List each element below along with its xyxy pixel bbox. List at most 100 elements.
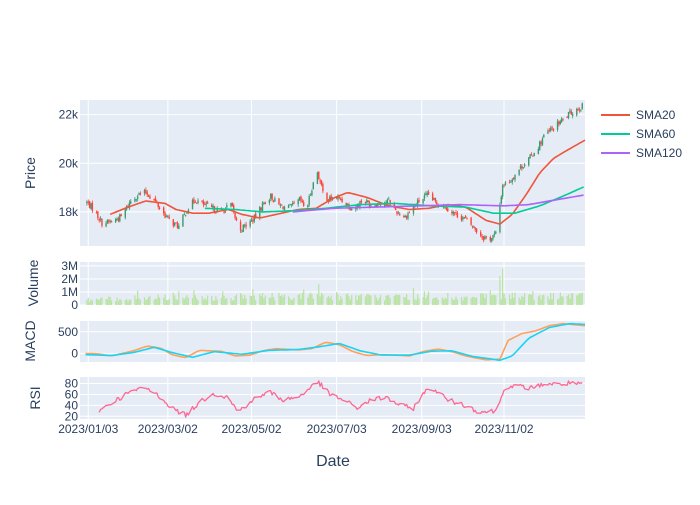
- candle: [322, 182, 324, 194]
- y-label-volume: Volume: [25, 259, 41, 306]
- volume-bar: [529, 293, 531, 305]
- volume-bar: [260, 296, 262, 305]
- volume-bar: [202, 299, 205, 305]
- volume-bar: [271, 292, 273, 305]
- volume-bar: [370, 295, 372, 305]
- candle: [168, 214, 170, 220]
- legend-item-sma60[interactable]: SMA60: [601, 127, 676, 141]
- volume-bar: [307, 297, 309, 305]
- volume-bar: [336, 291, 338, 305]
- candle: [475, 228, 478, 235]
- volume-bar: [351, 295, 353, 305]
- volume-bar: [384, 300, 386, 305]
- volume-bar: [278, 292, 280, 305]
- candle: [405, 215, 408, 220]
- volume-bar: [312, 298, 314, 305]
- candle: [433, 197, 435, 201]
- candle: [577, 107, 579, 111]
- legend-item-sma120[interactable]: SMA120: [601, 146, 682, 160]
- volume-bar: [318, 284, 320, 305]
- volume-bar: [213, 300, 216, 305]
- candle: [514, 174, 516, 183]
- volume-bar: [337, 293, 339, 305]
- volume-bar: [389, 298, 391, 305]
- candle: [309, 193, 312, 196]
- candle: [109, 219, 111, 224]
- candle: [135, 198, 137, 202]
- candle: [202, 199, 205, 208]
- candle: [503, 184, 505, 188]
- volume-bar: [514, 292, 516, 305]
- volume-bar: [182, 297, 184, 305]
- candle: [243, 223, 246, 228]
- candle: [464, 215, 467, 219]
- legend-item-sma20[interactable]: SMA20: [601, 108, 676, 122]
- legend[interactable]: SMA20 SMA60 SMA120: [601, 108, 682, 160]
- volume-bar: [264, 295, 266, 305]
- volume-bar: [97, 299, 99, 305]
- candle: [172, 219, 175, 228]
- volume-bar: [436, 297, 438, 305]
- candle: [206, 200, 209, 204]
- volume-bar: [567, 294, 570, 305]
- volume-bar: [406, 293, 408, 305]
- candle: [261, 201, 264, 213]
- volume-bar: [418, 298, 420, 305]
- volume-bar: [539, 294, 541, 305]
- volume-bar: [425, 298, 427, 305]
- volume-bar: [233, 300, 235, 305]
- candle: [268, 198, 271, 206]
- candle: [466, 217, 468, 220]
- volume-bar: [230, 297, 232, 305]
- candle: [566, 115, 568, 118]
- candle: [567, 111, 570, 120]
- x-tick-label: 2023/01/03: [58, 422, 118, 436]
- candle: [106, 219, 109, 225]
- candle: [481, 234, 483, 240]
- candle: [422, 198, 424, 205]
- volume-bar: [326, 297, 328, 305]
- volume-bar: [578, 293, 581, 305]
- volume-bar: [185, 297, 187, 305]
- candle: [271, 193, 273, 202]
- candle: [116, 217, 118, 221]
- candle: [120, 213, 122, 217]
- signal-line: [85, 322, 586, 362]
- y-tick-label-volume: 3M: [61, 259, 78, 273]
- candle: [404, 214, 406, 218]
- volume-bar: [115, 301, 117, 305]
- volume-bar: [135, 299, 137, 305]
- y-tick-label-macd: 500: [58, 325, 78, 339]
- y-tick-label-rsi: 80: [65, 377, 79, 391]
- volume-bar: [245, 298, 247, 305]
- candle: [149, 194, 151, 200]
- candle: [445, 207, 448, 211]
- candle: [480, 229, 482, 238]
- y-tick-label-price: 22k: [59, 108, 79, 122]
- candle: [460, 214, 463, 222]
- volume-bar: [311, 294, 313, 305]
- candle: [452, 210, 454, 217]
- candle: [500, 195, 502, 205]
- volume-bar: [566, 295, 568, 305]
- candle: [570, 109, 572, 116]
- candle: [407, 211, 409, 221]
- volume-bar: [408, 300, 410, 305]
- candle: [351, 208, 353, 211]
- volume-bar: [576, 295, 578, 305]
- volume-bar: [500, 299, 502, 305]
- candle: [580, 109, 582, 112]
- volume-bar: [547, 296, 549, 305]
- volume-bar: [524, 292, 526, 305]
- volume-bar: [543, 294, 545, 305]
- volume-bar: [212, 300, 214, 305]
- candle: [264, 201, 266, 205]
- y-tick-label-price: 20k: [59, 156, 79, 170]
- volume-bar: [359, 295, 361, 305]
- candle: [114, 217, 117, 224]
- candle: [510, 179, 512, 183]
- volume-bar: [475, 297, 478, 305]
- x-tick-label: 2023/05/02: [222, 422, 282, 436]
- candle: [337, 193, 339, 202]
- candle: [99, 216, 102, 222]
